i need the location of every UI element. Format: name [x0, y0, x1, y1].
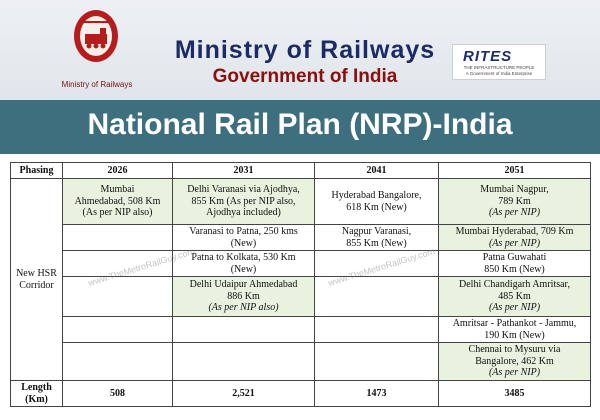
cell-2031-empty: [172, 342, 315, 381]
nrp-table: Phasing 2026 2031 2041 2051 New HSR Corr…: [10, 162, 591, 407]
table-row: Chennai to Mysuru via Bangalore, 462 Km …: [11, 342, 591, 381]
cell-2026-empty: [62, 276, 173, 317]
length-2041: 1473: [314, 380, 439, 407]
cell-2051: Delhi Chandigarh Amritsar, 485 Km (As pe…: [438, 276, 591, 317]
row-label-hsr: New HSR Corridor: [10, 178, 63, 381]
header-2031: 2031: [172, 162, 315, 179]
cell-2026-empty: [62, 316, 173, 343]
rites-tagline: THE INFRASTRUCTURE PEOPLE: [463, 65, 535, 70]
table-row: Patna to Kolkata, 530 Km (New) Patna Guw…: [11, 250, 591, 277]
cell-2031-empty: [172, 316, 315, 343]
cell-2031: Patna to Kolkata, 530 Km (New): [172, 250, 315, 277]
cell-2041-empty: [314, 342, 439, 381]
header-area: Ministry of Railways Ministry of Railway…: [0, 0, 600, 100]
rites-tagline-2: A Government of India Enterprise: [465, 71, 533, 76]
rites-name: RITES: [463, 48, 513, 65]
table-row: Varanasi to Patna, 250 kms (New) Nagpur …: [11, 224, 591, 251]
cell-2041-empty: [314, 316, 439, 343]
railways-emblem-icon: [74, 10, 118, 62]
banner-title: National Rail Plan (NRP)-India: [87, 108, 513, 141]
rites-logo: RITES THE INFRASTRUCTURE PEOPLE A Govern…: [452, 44, 546, 80]
page-subtitle: Government of India: [212, 66, 398, 87]
table-row: New HSR Corridor Mumbai Ahmedabad, 508 K…: [10, 178, 591, 381]
cell-2026-empty: [62, 342, 173, 381]
cell-2031: Varanasi to Patna, 250 kms (New): [172, 224, 315, 251]
railways-logo: Ministry of Railways: [52, 6, 142, 98]
cell-2051: Chennai to Mysuru via Bangalore, 462 Km …: [438, 342, 591, 381]
table-row: Amritsar - Pathankot - Jammu, 190 Km (Ne…: [11, 316, 591, 343]
cell-2026: Mumbai Ahmedabad, 508 Km (As per NIP als…: [62, 178, 173, 225]
header-phasing: Phasing: [10, 162, 63, 179]
length-label: Length (Km): [10, 380, 63, 407]
logo-caption: Ministry of Railways: [61, 80, 133, 89]
header-2051: 2051: [438, 162, 591, 179]
header-2026: 2026: [62, 162, 173, 179]
table-row: Delhi Udaipur Ahmedabad 886 Km (As per N…: [11, 276, 591, 317]
cell-2041: Hyderabad Bangalore, 618 Km (New): [314, 178, 439, 225]
page-title: Ministry of Railways: [174, 36, 436, 64]
cell-2051: Mumbai Nagpur, 789 Km (As per NIP): [438, 178, 591, 225]
cell-2031: Delhi Varanasi via Ajodhya, 855 Km (As p…: [172, 178, 315, 225]
cell-2051: Mumbai Hyderabad, 709 Km (As per NIP): [438, 224, 591, 251]
length-row: Length (Km) 508 2,521 1473 3485: [10, 380, 591, 407]
title-banner: National Rail Plan (NRP)-India: [0, 100, 600, 154]
cell-2051: Patna Guwahati 850 Km (New): [438, 250, 591, 277]
table-header-row: Phasing 2026 2031 2041 2051: [10, 162, 591, 179]
cell-2026-empty: [62, 224, 173, 251]
header-2041: 2041: [314, 162, 439, 179]
cell-2031: Delhi Udaipur Ahmedabad 886 Km (As per N…: [172, 276, 315, 317]
length-2051: 3485: [438, 380, 591, 407]
cell-2041: Nagpur Varanasi, 855 Km (New): [314, 224, 439, 251]
cell-2051: Amritsar - Pathankot - Jammu, 190 Km (Ne…: [438, 316, 591, 343]
length-2031: 2,521: [172, 380, 315, 407]
length-2026: 508: [62, 380, 173, 407]
